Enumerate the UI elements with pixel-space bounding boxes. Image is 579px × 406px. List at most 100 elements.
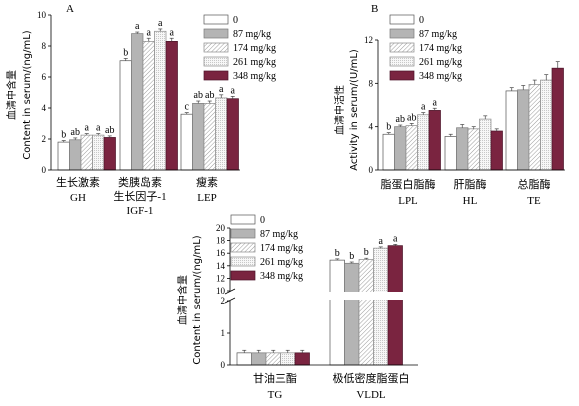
significance-letter: ab <box>194 90 203 101</box>
ytick-label: 2 <box>221 296 226 306</box>
significance-letter: a <box>135 21 140 32</box>
legend-swatch-1 <box>389 28 415 39</box>
panel-c-significance: b b ba a <box>335 233 398 262</box>
legend-label-4: 348 mg/kg <box>419 71 462 82</box>
significance-letter: b <box>123 47 128 58</box>
legend-swatch-0 <box>203 14 229 25</box>
panel-b-ylabel-en: Activity in serum/(U/mL) <box>349 49 360 171</box>
ytick-label: 10 <box>216 286 226 296</box>
bar-series-3 <box>215 97 228 171</box>
significance-letter: a <box>170 27 175 38</box>
panel-c-ylabel-en: Content in serum/(ng/mL) <box>192 235 203 364</box>
bar-series-1 <box>131 33 144 171</box>
legend-swatch-3 <box>203 56 229 67</box>
legend-swatch-0 <box>389 14 415 25</box>
bar-series-0 <box>329 259 345 366</box>
ytick-label: 0 <box>42 165 47 175</box>
ytick-label: 14 <box>216 261 226 271</box>
significance-letter: a <box>231 85 236 96</box>
panel-a-group-2-cn2: 生长因子-1 <box>113 189 166 203</box>
bar-series-4 <box>226 98 239 171</box>
bar-series-1 <box>517 89 530 171</box>
legend-label-4: 348 mg/kg <box>233 71 276 82</box>
panel-c-group-1-cn: 甘油三酯 <box>253 371 297 385</box>
legend-label-0: 0 <box>233 15 238 26</box>
significance-letter: ab <box>396 114 405 125</box>
significance-letter: ab <box>71 127 80 138</box>
bar-series-3 <box>92 134 105 171</box>
bar-series-4 <box>387 245 403 366</box>
panel-b-legend: 0 87 mg/kg 174 mg/kg 261 mg/kg 348 mg/kg <box>389 14 462 82</box>
panel-b-bars <box>382 61 564 171</box>
legend-swatch-1 <box>230 228 256 239</box>
panel-c-group-2-en: VLDL <box>356 389 386 401</box>
legend-swatch-3 <box>389 56 415 67</box>
legend-swatch-2 <box>389 42 415 53</box>
significance-letter: a <box>393 233 398 244</box>
significance-letter: c <box>185 102 190 113</box>
bar-series-4 <box>103 137 116 171</box>
legend-label-3: 261 mg/kg <box>260 257 303 268</box>
legend-swatch-1 <box>203 28 229 39</box>
panel-b-group-3-en: TE <box>527 195 541 207</box>
panel-a-yticks: 0 2 4 6 8 10 <box>37 10 51 175</box>
ytick-label: 20 <box>216 223 226 233</box>
significance-letter: b <box>335 248 340 259</box>
bar-series-3 <box>479 118 492 171</box>
bar-series-4 <box>428 110 441 171</box>
legend-label-1: 87 mg/kg <box>260 229 298 240</box>
significance-letter: ab <box>105 125 114 136</box>
panel-a-group-2-en: IGF-1 <box>127 205 154 217</box>
bar-series-1 <box>69 139 82 171</box>
ytick-label: 12 <box>216 273 225 283</box>
bar-series-0 <box>57 141 70 171</box>
legend-swatch-4 <box>389 70 415 81</box>
bar-series-4 <box>294 352 310 366</box>
panel-b-yticks: 0 4 8 12 <box>364 35 378 175</box>
significance-letter: a <box>158 18 163 29</box>
legend-swatch-0 <box>230 214 256 225</box>
bar-series-0 <box>236 352 252 366</box>
legend-label-3: 261 mg/kg <box>419 57 462 68</box>
panel-a-letter: A <box>66 3 74 15</box>
panel-c-legend: 0 87 mg/kg 174 mg/kg 261 mg/kg 348 mg/kg <box>230 214 303 282</box>
ytick-label: 0 <box>369 165 374 175</box>
ytick-label: 0 <box>221 360 226 370</box>
legend-label-2: 174 mg/kg <box>233 43 276 54</box>
bar-series-4 <box>551 67 564 171</box>
legend-swatch-2 <box>230 242 256 253</box>
panel-c-ylabel-cn: 血清中含量 <box>176 275 189 325</box>
ytick-label: 8 <box>42 41 47 51</box>
panel-b-group-1-cn: 脂蛋白脂酶 <box>381 177 436 191</box>
ytick-label: 8 <box>369 78 374 88</box>
bar-series-3 <box>373 247 389 366</box>
bar-series-1 <box>344 262 360 366</box>
ytick-label: 4 <box>369 122 374 132</box>
ytick-label: 16 <box>216 248 226 258</box>
bar-series-3 <box>154 30 167 171</box>
legend-label-2: 174 mg/kg <box>419 43 462 54</box>
bar-series-3 <box>540 79 553 171</box>
bar-series-0 <box>505 90 518 171</box>
ytick-label: 1 <box>221 328 226 338</box>
ytick-label: 6 <box>42 72 47 82</box>
panel-a-group-2-cn: 类胰岛素 <box>118 175 162 189</box>
panel-c-group-2-cn: 极低密度脂蛋白 <box>333 371 410 385</box>
bar-series-1 <box>251 352 267 366</box>
panel-c-group-1-en: TG <box>268 389 283 401</box>
ytick-label: 10 <box>37 10 47 20</box>
panel-b-group-2-en: HL <box>463 195 478 207</box>
legend-label-2: 174 mg/kg <box>260 243 303 254</box>
panel-b-group-1-en: LPL <box>398 195 418 207</box>
significance-letter: a <box>96 123 101 134</box>
bar-series-4 <box>490 130 503 171</box>
ytick-label: 2 <box>42 134 47 144</box>
significance-letter: b <box>364 247 369 258</box>
significance-letter: a <box>433 97 438 108</box>
panel-a-group-1-en: GH <box>70 192 86 204</box>
bar-series-0 <box>119 60 132 171</box>
panel-b-letter: B <box>371 3 378 15</box>
significance-letter: a <box>379 236 384 247</box>
bar-series-1 <box>394 126 407 171</box>
panel-a-group-1-cn: 生长激素 <box>56 175 100 189</box>
